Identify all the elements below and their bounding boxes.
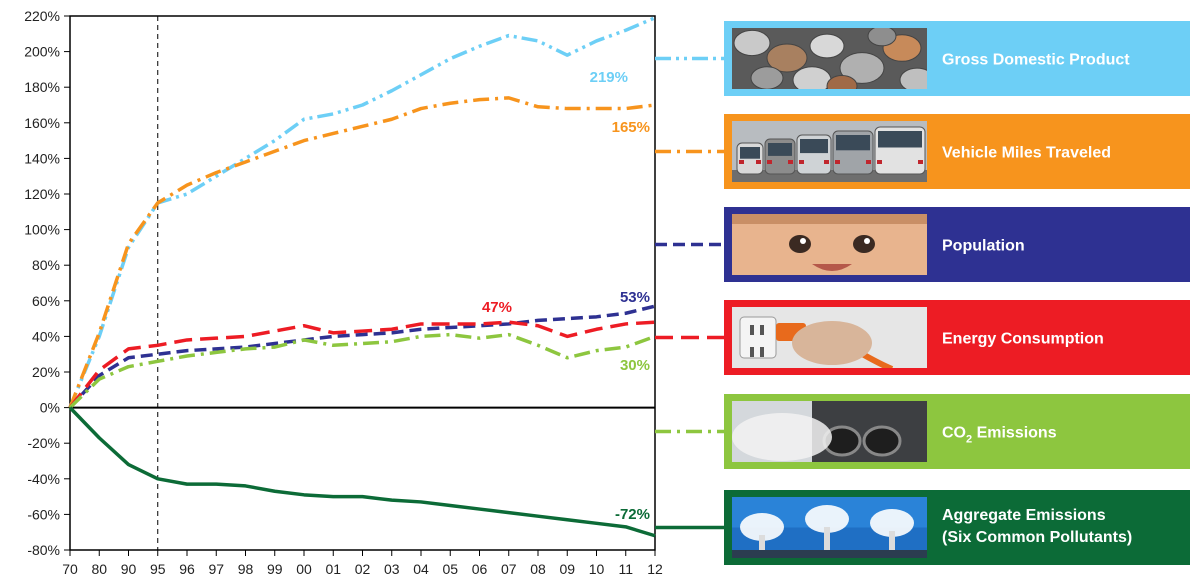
x-tick-label: 00	[296, 561, 312, 577]
x-tick-label: 70	[62, 561, 78, 577]
x-tick-label: 11	[618, 561, 633, 577]
x-tick-label: 06	[472, 561, 488, 577]
x-tick-label: 08	[530, 561, 546, 577]
legend-label: CO2 Emissions	[942, 425, 1057, 446]
series-line-aggregate-emissions-six-common-pollutants	[68, 406, 656, 538]
legend-label: Vehicle Miles Traveled	[942, 145, 1111, 162]
x-tick-label: 90	[121, 561, 137, 577]
x-tick-label: 01	[325, 561, 341, 577]
x-tick-label: 03	[384, 561, 400, 577]
x-tick-label: 04	[413, 561, 429, 577]
plug-photo	[732, 307, 927, 368]
y-tick-label: 20%	[32, 364, 60, 380]
y-tick-label: 120%	[24, 186, 60, 202]
legend-item-5: CO2 Emissions	[724, 394, 1190, 469]
legend: Gross Domestic Product Vehicle Miles Trav…	[655, 21, 1190, 565]
y-tick-label: 60%	[32, 293, 60, 309]
exhaust-photo	[732, 401, 927, 462]
y-tick-label: 180%	[24, 79, 60, 95]
y-tick-label: -20%	[27, 435, 60, 451]
traffic-photo	[732, 121, 927, 182]
legend-item-1: Gross Domestic Product	[724, 21, 1190, 96]
x-tick-label: 98	[238, 561, 254, 577]
y-ticks: 220% 200% 180% 160% 140% 120% 100% 80% 60% 40% 20%…	[24, 8, 70, 558]
end-label-co2-emissions: 30%	[620, 357, 650, 374]
series-end-labels: 219% 165% 53% 47% 30% -72%	[482, 69, 650, 523]
y-tick-label: 220%	[24, 8, 60, 24]
end-label-aggregate-emissions-six-common-pollutants: -72%	[615, 506, 650, 523]
legend-item-2: Vehicle Miles Traveled	[724, 114, 1190, 189]
legend-label: Energy Consumption	[942, 331, 1104, 348]
x-tick-label: 99	[267, 561, 283, 577]
legend-item-4: Energy Consumption	[724, 300, 1190, 375]
legend-label: Population	[942, 238, 1025, 255]
y-tick-label: -60%	[27, 506, 60, 522]
coins-photo	[732, 28, 927, 89]
smokestacks-photo	[732, 497, 927, 558]
series-lines	[68, 16, 656, 538]
legend-label: Gross Domestic Product	[942, 52, 1130, 69]
series-line-co2-emissions	[68, 332, 656, 409]
baby-photo	[732, 214, 927, 275]
y-tick-label: 140%	[24, 150, 60, 166]
y-tick-label: 100%	[24, 222, 60, 238]
x-tick-label: 96	[179, 561, 195, 577]
x-tick-label: 09	[559, 561, 575, 577]
end-label-vehicle-miles-traveled: 165%	[612, 119, 650, 136]
end-label-population: 53%	[620, 289, 650, 306]
x-tick-label: 12	[647, 561, 663, 577]
axes	[69, 15, 656, 551]
y-tick-label: -40%	[27, 471, 60, 487]
legend-item-6: Aggregate Emissions (Six Common Pollutant…	[724, 490, 1190, 565]
y-tick-label: 0%	[40, 400, 60, 416]
end-label-energy-consumption: 47%	[482, 299, 512, 316]
x-tick-label: 80	[91, 561, 107, 577]
x-tick-label: 97	[208, 561, 224, 577]
x-tick-label: 07	[501, 561, 517, 577]
y-tick-label: 80%	[32, 257, 60, 273]
y-tick-label: 160%	[24, 115, 60, 131]
legend-item-3: Population	[724, 207, 1190, 282]
y-tick-label: -80%	[27, 542, 60, 558]
y-tick-label: 40%	[32, 328, 60, 344]
x-tick-label: 10	[589, 561, 605, 577]
end-label-gross-domestic-product: 219%	[590, 69, 628, 86]
y-tick-label: 200%	[24, 44, 60, 60]
x-ticks: 70 80 90 95 96 97 98 99 00 01 02 03 04 05 06 07 08 09 10 11…	[62, 550, 663, 577]
legend-label-line2: (Six Common Pollutants)	[942, 529, 1132, 546]
x-tick-label: 02	[355, 561, 371, 577]
x-tick-label: 05	[442, 561, 458, 577]
x-tick-label: 95	[150, 561, 166, 577]
legend-label-line1: Aggregate Emissions	[942, 507, 1106, 524]
